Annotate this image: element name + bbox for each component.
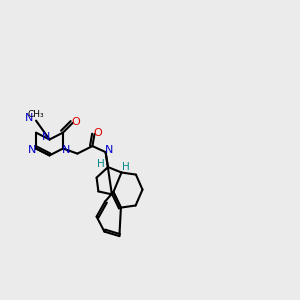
Text: H: H bbox=[122, 162, 130, 172]
Text: CH₃: CH₃ bbox=[28, 110, 44, 119]
Text: O: O bbox=[94, 128, 103, 138]
Text: N: N bbox=[28, 145, 37, 155]
Text: H: H bbox=[97, 159, 104, 169]
Text: N: N bbox=[62, 145, 70, 155]
Text: N: N bbox=[42, 132, 50, 142]
Text: O: O bbox=[72, 117, 81, 127]
Text: N: N bbox=[104, 145, 113, 155]
Text: N: N bbox=[25, 113, 34, 123]
